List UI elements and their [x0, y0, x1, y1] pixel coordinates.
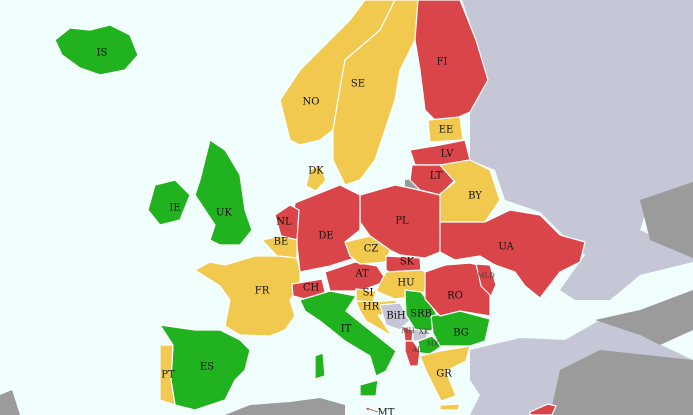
label-ie: IE: [169, 203, 180, 214]
leader-line-mt: [365, 407, 379, 413]
label-ro: RO: [447, 291, 463, 302]
label-hu: HU: [397, 278, 414, 289]
label-dk: DK: [308, 166, 324, 177]
label-fr: FR: [255, 286, 270, 297]
country-it-island: [314, 352, 326, 380]
countries-layer: [54, 0, 586, 415]
label-mt: MT: [378, 408, 395, 415]
label-xk: XK: [419, 328, 430, 336]
label-by: BY: [468, 191, 482, 202]
label-is: IS: [97, 48, 108, 59]
label-be: BE: [274, 237, 289, 248]
label-gr: GR: [436, 369, 452, 380]
label-pt: PT: [161, 370, 175, 381]
country-pl: [359, 184, 441, 259]
label-si: SI: [363, 288, 374, 299]
label-cz: CZ: [364, 244, 379, 255]
country-be: [261, 235, 298, 259]
label-ch: CH: [303, 283, 320, 294]
label-al: AL: [411, 346, 422, 354]
label-no: NO: [303, 97, 320, 108]
country-nl: [274, 204, 300, 241]
label-lt: LT: [430, 171, 443, 182]
label-srb: SRB: [410, 309, 432, 320]
country-fr: [194, 255, 301, 337]
caucasus-land: [640, 182, 693, 258]
label-ua: UA: [498, 242, 514, 253]
label-fi: FI: [437, 57, 448, 68]
label-mld: MLD: [477, 272, 495, 280]
country-is: [54, 24, 139, 76]
label-de: DE: [318, 231, 333, 242]
labels-layer: IS NO SE FI EE LV LT BY UA PL DE NL BE FR CH AT CZ SK HU SI…: [97, 48, 515, 415]
label-it: IT: [341, 324, 352, 335]
label-mh: MH: [401, 327, 414, 335]
country-gr-island: [439, 403, 461, 411]
label-uk: UK: [216, 208, 232, 219]
country-mk: [417, 335, 443, 355]
label-es: ES: [200, 362, 214, 373]
label-at: AT: [354, 269, 369, 280]
africa-land: [225, 398, 345, 415]
country-dk: [305, 164, 327, 192]
middle-east-land: [595, 290, 693, 345]
country-it: [299, 290, 397, 377]
country-al: [404, 340, 421, 367]
label-nl: NL: [276, 217, 292, 228]
label-se: SE: [351, 79, 365, 90]
russia-land: [462, 0, 693, 300]
middle-east-south-land: [550, 350, 693, 415]
country-ua: [434, 209, 586, 299]
africa-west-land: [0, 390, 20, 415]
label-bih: BiH: [386, 311, 406, 322]
country-bih: [379, 302, 411, 331]
country-ie: [147, 179, 191, 226]
country-it-island: [359, 379, 379, 397]
label-sk: SK: [400, 257, 415, 268]
label-ee: EE: [439, 125, 454, 136]
label-pl: PL: [395, 216, 409, 227]
country-gr: [419, 345, 471, 402]
label-bg: BG: [453, 328, 469, 339]
country-uk: [194, 139, 253, 246]
country-pt: [159, 344, 176, 406]
label-hr: HR: [363, 302, 380, 313]
label-mk: MK: [427, 340, 440, 348]
country-se: [332, 0, 419, 186]
country-ro: [424, 262, 491, 317]
country-mld: [475, 263, 497, 297]
label-lv: LV: [441, 149, 454, 160]
leader-lines: [365, 407, 379, 413]
